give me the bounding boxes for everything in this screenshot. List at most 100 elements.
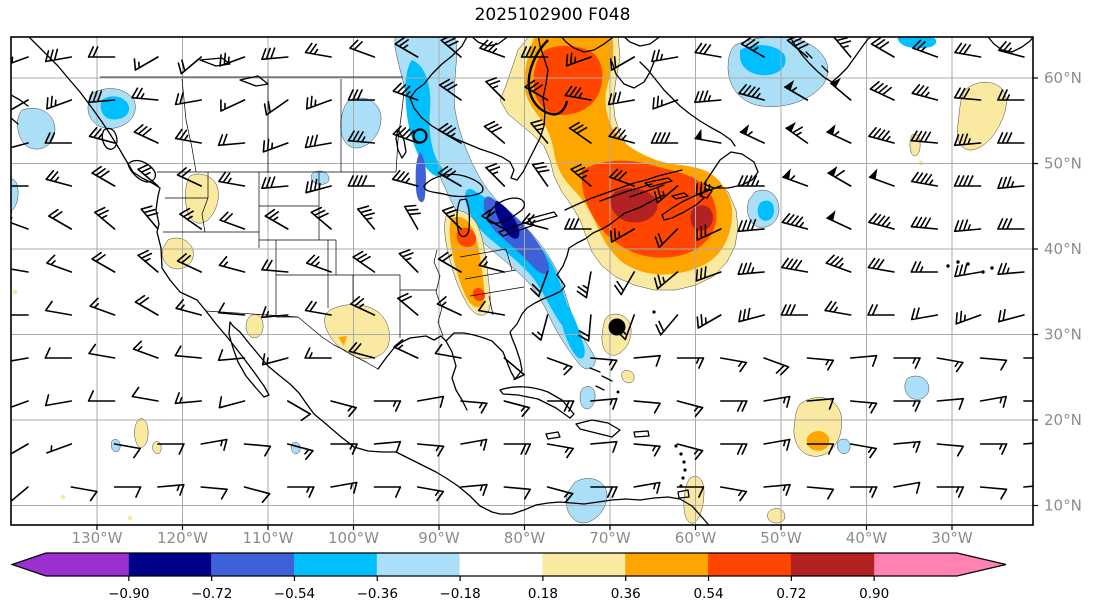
svg-text:50°W: 50°W xyxy=(760,529,802,547)
coast-greenland-fjord1 xyxy=(805,51,813,59)
svg-text:−0.18: −0.18 xyxy=(439,586,480,602)
coast-trinidad xyxy=(677,489,690,499)
coast-cuba xyxy=(499,386,575,419)
anomaly-cyan-core-hudsonwest xyxy=(405,60,444,177)
anomaly-lightblue-tiny3 xyxy=(111,439,121,453)
svg-text:40°N: 40°N xyxy=(1044,240,1082,258)
coast-jamaica xyxy=(545,431,561,440)
anomaly-cyan-topsliver xyxy=(897,37,937,49)
anomaly-yellow-pacific-lens xyxy=(134,418,149,448)
coast-anticosti xyxy=(644,177,673,188)
coast-south-america xyxy=(511,496,709,525)
coast-great-slave xyxy=(199,57,231,67)
grid-layer xyxy=(11,37,1033,525)
anomaly-lightblue-bahamas xyxy=(579,386,596,410)
svg-text:50°N: 50°N xyxy=(1044,155,1082,173)
wind-barb-pennants xyxy=(694,77,878,222)
anomaly-cyan-core-florida xyxy=(559,302,585,359)
colorbar: −0.90 −0.72 −0.54 −0.36 −0.18 0.18 0.36 0.54 0.7… xyxy=(10,552,1007,602)
svg-text:0.90: 0.90 xyxy=(859,586,889,602)
anomaly-cyan-bc xyxy=(100,96,130,120)
plot-title: 2025102900 F048 xyxy=(474,5,631,25)
anomaly-orange-texas xyxy=(338,336,347,346)
anomaly-darkred-core2 xyxy=(690,205,713,231)
anomaly-cyan-labradorsea xyxy=(739,45,786,76)
coast-topright-jag xyxy=(987,37,1033,53)
svg-text:90°W: 90°W xyxy=(418,529,460,547)
coast-baffin-south1 xyxy=(560,37,615,53)
coast-alaska-edge1 xyxy=(11,94,29,107)
coast-hudson-bay xyxy=(409,37,549,181)
svg-text:0.72: 0.72 xyxy=(776,586,806,602)
map-frame xyxy=(10,36,1034,526)
anomaly-royal-streak xyxy=(415,152,426,203)
coast-vancouver-island xyxy=(127,159,157,183)
anomaly-yellow-tropical-atl xyxy=(793,397,842,457)
anomaly-yellow-antilles-s xyxy=(767,508,786,524)
coast-labrador xyxy=(639,61,736,147)
svg-text:10°N: 10°N xyxy=(1044,497,1082,515)
svg-text:40°W: 40°W xyxy=(846,529,888,547)
anomaly-lightblue-tiny2 xyxy=(291,442,301,455)
anomaly-yellow-baja xyxy=(245,314,264,339)
coast-haida-gwaii xyxy=(101,127,118,150)
anomaly-lightblue-tiny1 xyxy=(836,438,851,455)
svg-text:0.54: 0.54 xyxy=(694,586,724,602)
coast-stlawrence-north xyxy=(564,169,683,211)
anomaly-cyan-newfoundland xyxy=(757,200,775,221)
svg-text:100°W: 100°W xyxy=(328,529,379,547)
svg-text:−0.72: −0.72 xyxy=(191,586,232,602)
coast-lake-michigan xyxy=(456,198,471,238)
borders-layer xyxy=(100,76,525,370)
thick-contour-line xyxy=(527,39,569,116)
anomaly-yellow-texas xyxy=(324,304,390,359)
coast-azores-dots xyxy=(946,260,994,274)
svg-text:−0.36: −0.36 xyxy=(357,586,398,602)
anomaly-yellow-atlantic-tiny xyxy=(621,370,635,384)
anomaly-yellow-dot4 xyxy=(12,289,18,295)
coast-alaska-edge2 xyxy=(11,117,19,125)
coast-pacific-westcoast xyxy=(28,37,513,515)
coast-lake-ontario xyxy=(527,211,558,224)
filled-dot-marker xyxy=(608,318,626,336)
anomaly-darkred-core1 xyxy=(610,188,658,223)
svg-text:30°N: 30°N xyxy=(1044,326,1082,344)
svg-text:−0.54: −0.54 xyxy=(274,586,315,602)
lat-axis-labels: 60°N 50°N 40°N 30°N 20°N 10°N xyxy=(1044,69,1082,515)
svg-text:70°W: 70°W xyxy=(589,529,631,547)
anomaly-lightblue-leftedge xyxy=(11,178,19,212)
anomaly-lightblue-akcoast xyxy=(17,108,56,150)
svg-text:60°W: 60°W xyxy=(675,529,717,547)
svg-text:20°N: 20°N xyxy=(1044,411,1082,429)
anomaly-lightblue-eastcarib xyxy=(904,375,930,400)
anomaly-lightblue-small-np xyxy=(310,170,330,185)
anomaly-lightblue-trinidad xyxy=(566,478,608,524)
coast-lake-huron xyxy=(486,197,525,224)
coast-greenland-tip xyxy=(789,37,872,83)
axis-ticks xyxy=(96,77,1038,530)
coast-pei xyxy=(671,192,689,200)
anomaly-yellow-dot2 xyxy=(60,494,66,500)
anomaly-fill-layer xyxy=(11,37,1007,524)
coast-nova-scotia xyxy=(661,193,705,221)
svg-text:−0.90: −0.90 xyxy=(108,586,149,602)
anomaly-yellow-dot3 xyxy=(127,515,133,521)
svg-text:0.18: 0.18 xyxy=(528,586,558,602)
coast-yucatan-inner xyxy=(445,340,468,411)
svg-text:60°N: 60°N xyxy=(1044,69,1082,87)
coast-bahamas-dashes xyxy=(589,367,620,394)
anomaly-red-core-north xyxy=(533,45,603,115)
coast-stlawrence-south xyxy=(599,183,653,202)
coast-hispaniola xyxy=(575,419,621,438)
anomaly-yellow-norcal xyxy=(162,237,194,270)
svg-text:120°W: 120°W xyxy=(157,529,208,547)
svg-text:80°W: 80°W xyxy=(504,529,546,547)
svg-text:30°W: 30°W xyxy=(931,529,973,547)
svg-text:130°W: 130°W xyxy=(72,529,123,547)
coast-newfoundland xyxy=(703,151,759,189)
anomaly-orange-tropical-atl xyxy=(806,430,830,451)
open-circle-marker xyxy=(412,128,428,144)
wind-barb-strokes xyxy=(11,37,1033,503)
